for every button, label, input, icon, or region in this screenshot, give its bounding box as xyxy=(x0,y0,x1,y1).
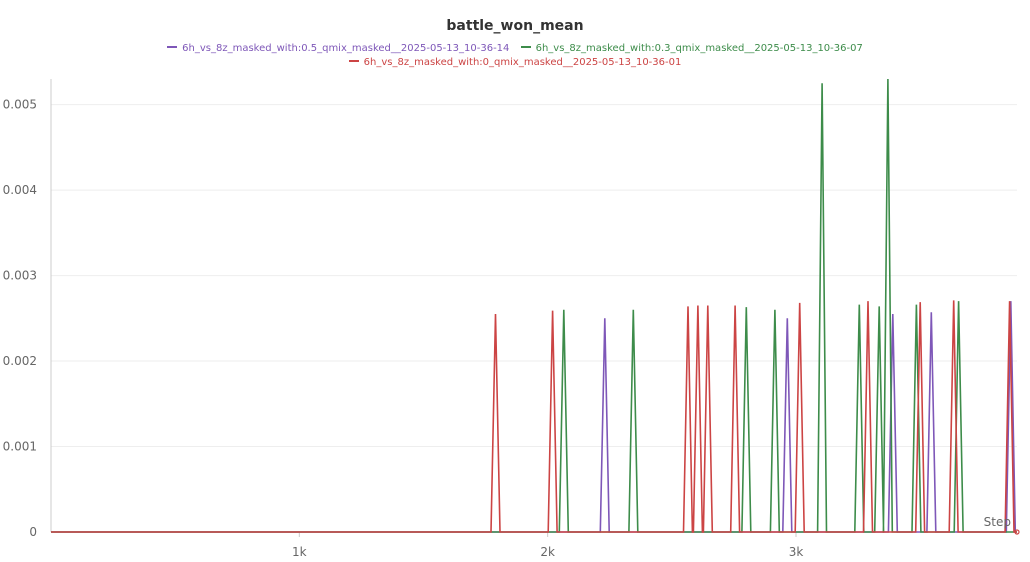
y-tick-label: 0.005 xyxy=(3,98,37,112)
series-end-marker xyxy=(1014,529,1020,535)
y-tick-label: 0.004 xyxy=(3,183,37,197)
y-tick-label: 0.001 xyxy=(3,440,37,454)
legend-row-1: 6h_vs_8z_masked_with:0.5_qmix_masked__20… xyxy=(0,43,1030,54)
chart-title: battle_won_mean xyxy=(446,18,584,34)
series-line-3[interactable] xyxy=(51,300,1017,533)
legend-item-series-3[interactable]: 6h_vs_8z_masked_with:0_qmix_masked__2025… xyxy=(348,57,682,68)
tick-labels: 0 0.001 0.002 0.003 0.004 0.005 1k 2k 3k Step xyxy=(3,98,1011,559)
grid-lines xyxy=(51,104,1017,448)
legend-label-1: 6h_vs_8z_masked_with:0.5_qmix_masked__20… xyxy=(182,43,510,54)
legend-item-series-1[interactable]: 6h_vs_8z_masked_with:0.5_qmix_masked__20… xyxy=(167,43,509,54)
y-tick-label: 0.002 xyxy=(3,354,37,368)
legend-row-2: 6h_vs_8z_masked_with:0_qmix_masked__2025… xyxy=(0,57,1030,68)
x-axis-title: Step xyxy=(984,515,1011,529)
series-line-2[interactable] xyxy=(51,78,1017,533)
legend-label-2: 6h_vs_8z_masked_with:0.3_qmix_masked__20… xyxy=(535,43,863,54)
y-tick-label: 0.003 xyxy=(3,269,37,283)
series-line-1[interactable] xyxy=(51,301,1017,533)
x-tick-label: 1k xyxy=(292,545,307,559)
legend-swatch-2 xyxy=(520,46,531,48)
y-tick-label: 0 xyxy=(29,525,37,539)
legend-label-3: 6h_vs_8z_masked_with:0_qmix_masked__2025… xyxy=(363,57,682,68)
axes xyxy=(50,79,1017,537)
legend-swatch-1 xyxy=(167,46,178,48)
x-tick-label: 3k xyxy=(789,545,804,559)
series-lines xyxy=(51,78,1020,535)
legend-item-series-2[interactable]: 6h_vs_8z_masked_with:0.3_qmix_masked__20… xyxy=(520,43,863,54)
legend-swatch-3 xyxy=(348,60,359,62)
x-tick-label: 2k xyxy=(540,545,555,559)
